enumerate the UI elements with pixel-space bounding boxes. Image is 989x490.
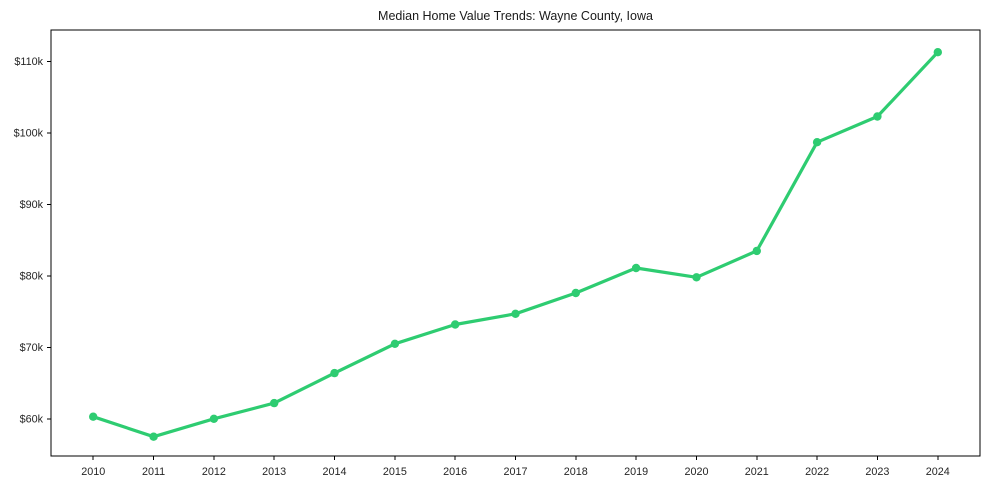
plot-area: $60k $70k $80k $90k $100k $110k 2010 2011 2012 20…: [14, 29, 981, 478]
data-point-2022: [812, 138, 822, 147]
data-point-2019: [631, 263, 641, 273]
x-tick-label: 2014: [323, 466, 347, 478]
trend-line: [91, 50, 940, 439]
x-tick-label: 2010: [81, 466, 105, 478]
x-tick-label: 2017: [503, 466, 527, 478]
x-tick-label: 2019: [624, 466, 648, 478]
y-tick-label: $80k: [20, 271, 44, 283]
axes-frame: [50, 29, 981, 457]
y-tick-label: $70k: [20, 342, 44, 354]
y-tick-label: $90k: [20, 199, 44, 211]
y-tick-label: $100k: [14, 128, 44, 140]
x-tick-label: 2022: [805, 466, 829, 478]
x-tick-label: 2023: [865, 466, 889, 478]
x-tick-label: 2012: [202, 466, 226, 478]
y-tick-label: $110k: [14, 56, 43, 68]
data-point-2014: [330, 368, 339, 378]
data-point-2020: [692, 273, 701, 282]
chart-title: Median Home Value Trends: Wayne County, …: [378, 9, 653, 23]
data-point-2015: [390, 339, 400, 348]
x-tick-label: 2018: [564, 466, 588, 478]
data-point-2023: [873, 112, 882, 121]
data-point-2013: [270, 398, 279, 408]
data-point-2012: [209, 414, 219, 423]
x-tick-label: 2020: [684, 466, 708, 478]
data-point-2011: [149, 432, 158, 441]
x-tick-label: 2011: [142, 466, 165, 478]
data-point-2016: [451, 320, 460, 329]
x-tick-label: 2024: [926, 466, 950, 478]
y-tick-label: $60k: [20, 414, 44, 426]
x-tick-label: 2021: [745, 466, 769, 478]
data-point-2021: [752, 246, 761, 256]
x-tick-label: 2016: [443, 466, 467, 478]
data-point-2024: [933, 48, 942, 57]
x-tick-label: 2015: [383, 466, 407, 478]
data-point-2010: [89, 412, 98, 421]
data-point-2018: [571, 288, 580, 298]
data-point-2017: [511, 309, 520, 318]
x-tick-label: 2013: [262, 466, 286, 478]
